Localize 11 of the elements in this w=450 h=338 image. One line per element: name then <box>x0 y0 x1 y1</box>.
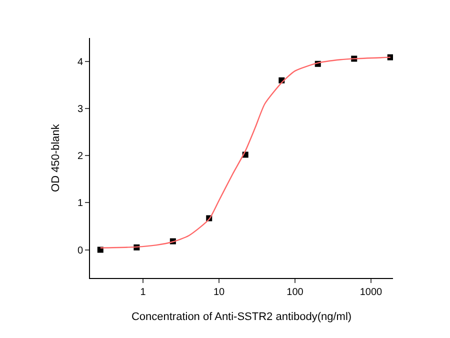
y-tick-label: 0 <box>77 245 84 256</box>
x-axis-title: Concentration of Anti-SSTR2 antibody(ng/ml) <box>131 311 352 324</box>
x-tick-label: 1000 <box>360 287 383 298</box>
y-tick-label: 3 <box>77 104 84 116</box>
x-tick-label: 10 <box>213 287 226 298</box>
y-axis-title: OD 450-blank <box>50 124 62 192</box>
y-tick-label: 4 <box>77 57 84 68</box>
x-tick-label: 100 <box>286 287 304 298</box>
y-tick-label: 1 <box>77 198 84 210</box>
y-tick-label: 2 <box>77 151 84 162</box>
x-tick-label: 1 <box>140 287 146 298</box>
